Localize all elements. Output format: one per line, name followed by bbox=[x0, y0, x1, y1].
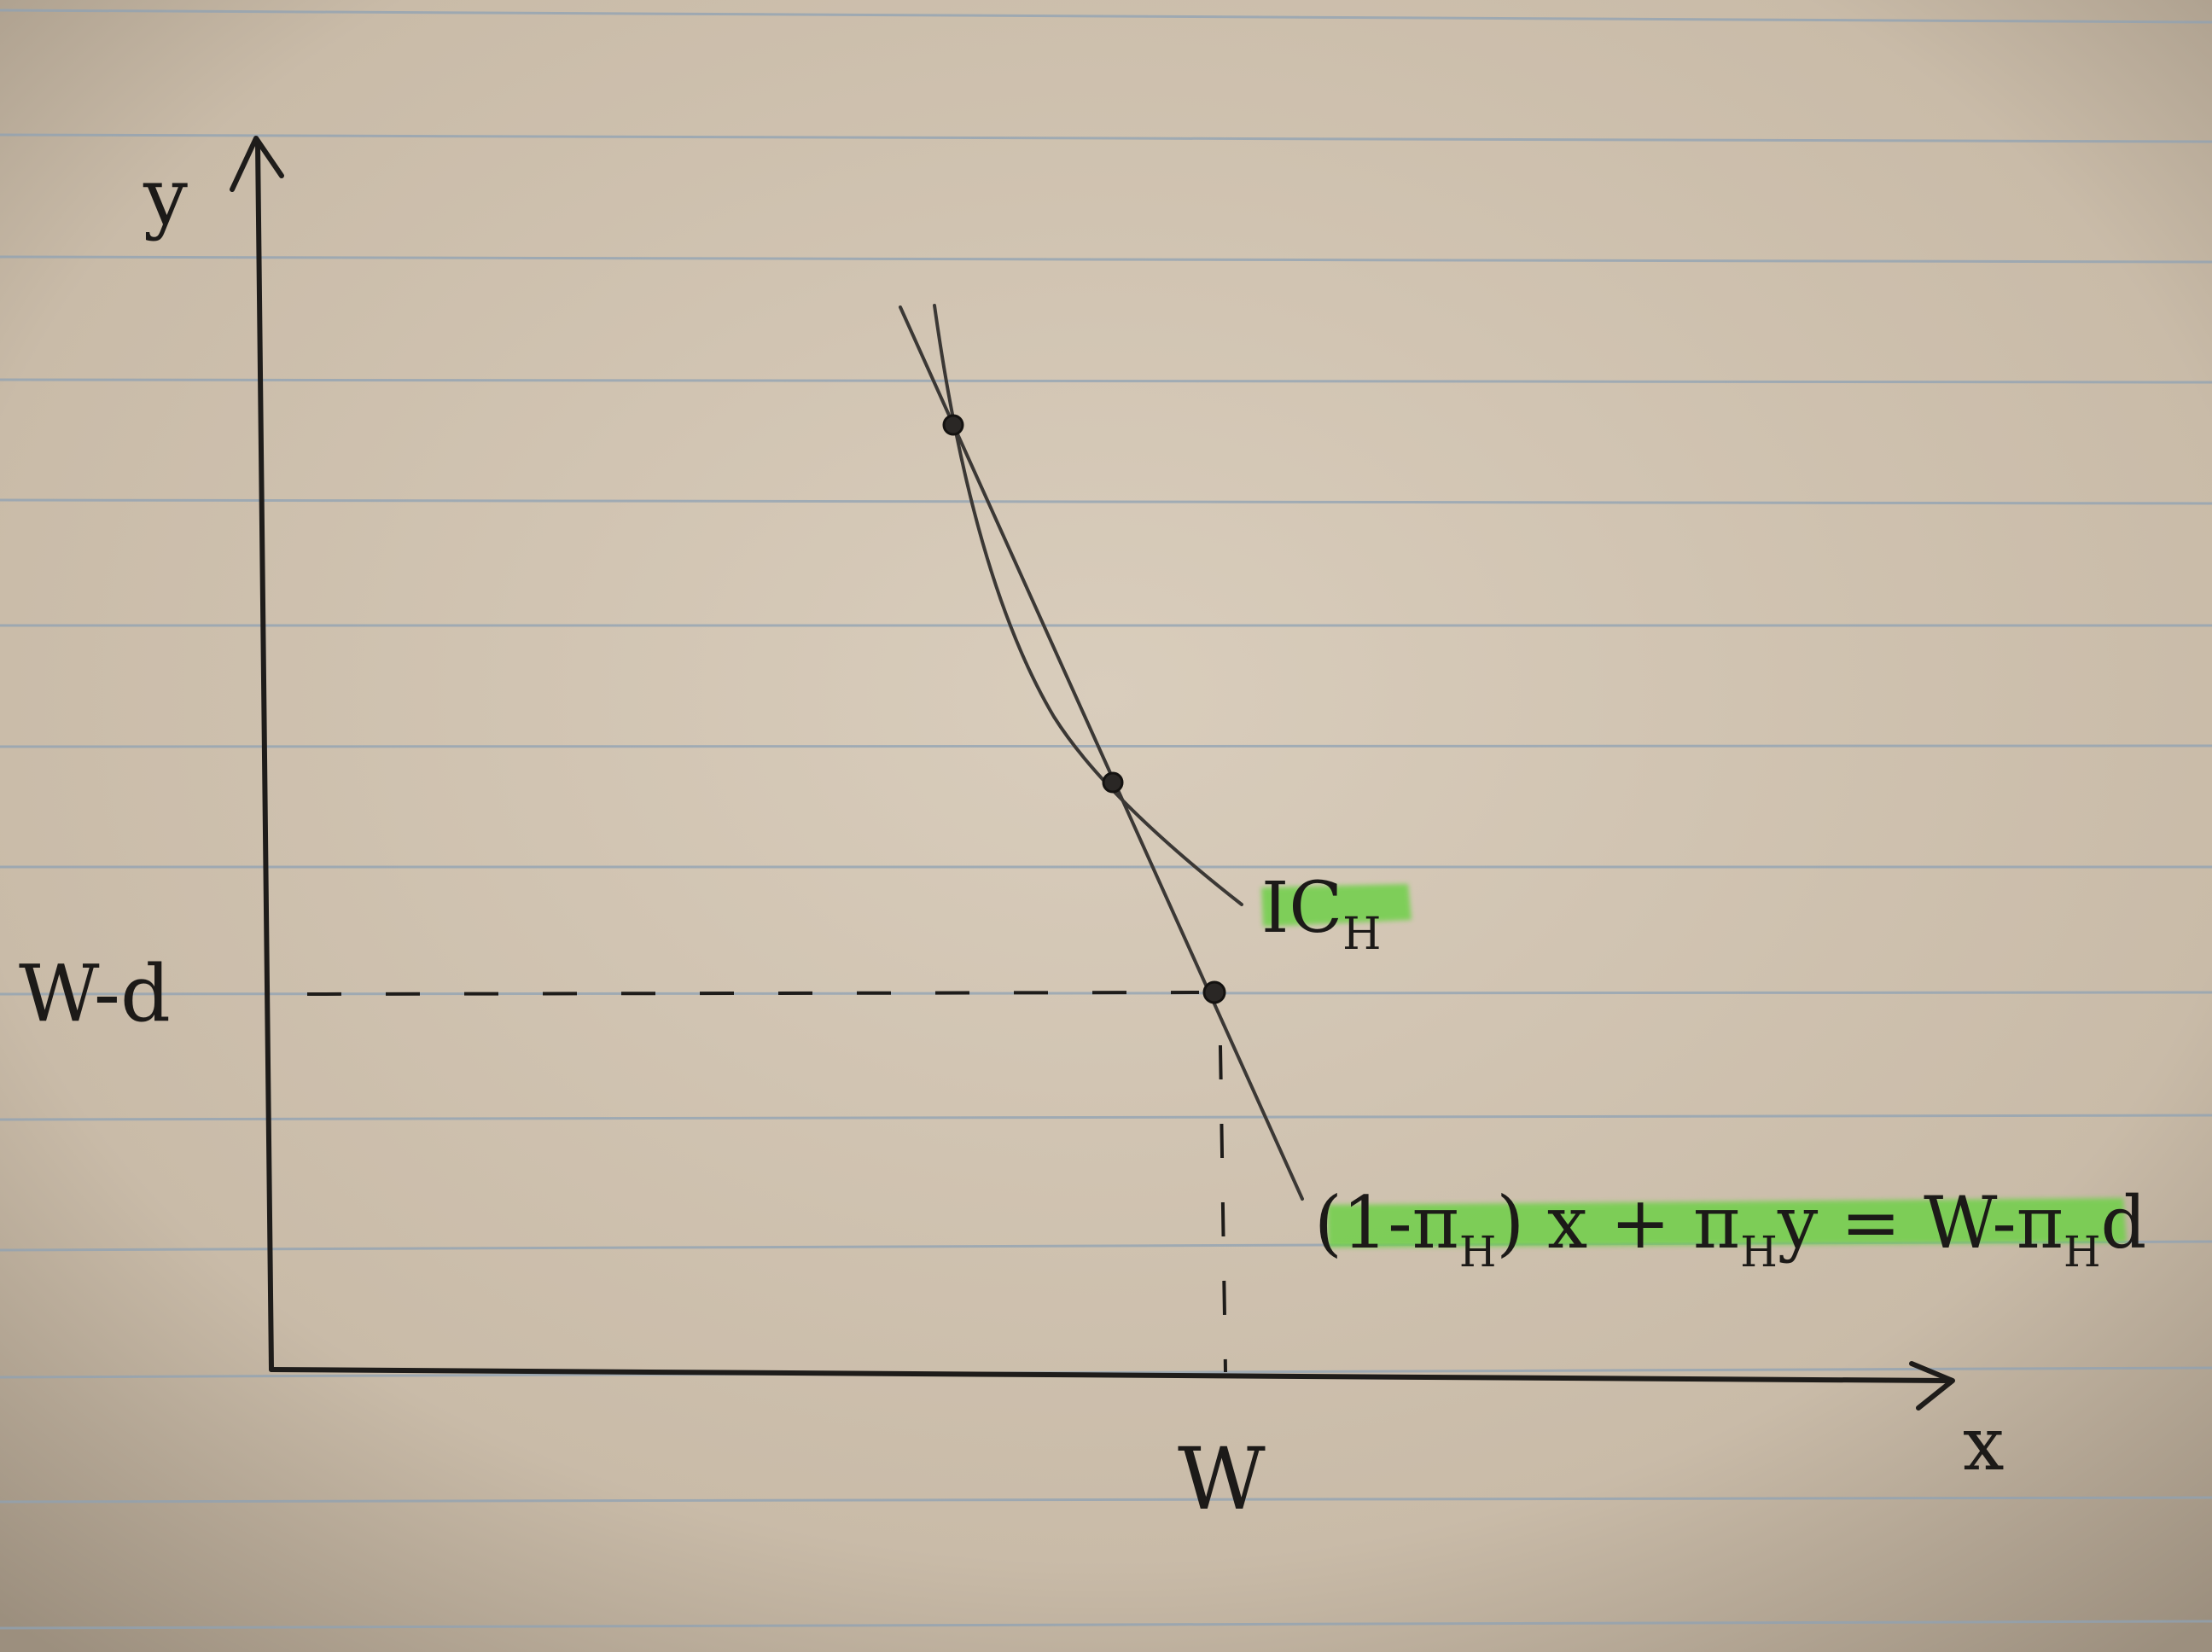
intersection-point-upper bbox=[942, 414, 964, 436]
equation-highlight bbox=[1327, 1198, 2127, 1248]
y-axis-label: y bbox=[143, 151, 188, 242]
eq-part-1: (1-π bbox=[1314, 1181, 1459, 1265]
budget-line-equation: (1-πH) x + πHy = W-πHd bbox=[1314, 1181, 2146, 1277]
eq-part-2: ) x + π bbox=[1496, 1181, 1740, 1265]
points bbox=[942, 414, 1226, 1004]
y-axis-arrowhead bbox=[230, 136, 284, 192]
ic-label-main: IC bbox=[1261, 868, 1342, 949]
eq-sub-3: H bbox=[2064, 1227, 2101, 1277]
x-axis-arrowhead bbox=[1909, 1361, 1955, 1411]
eq-sub-1: H bbox=[1459, 1227, 1497, 1277]
endowment-point bbox=[1202, 980, 1226, 1004]
ic-label-subscript: H bbox=[1342, 909, 1381, 960]
eq-part-3: y = W-π bbox=[1777, 1181, 2064, 1265]
vertical-dashed-guide bbox=[1219, 1044, 1227, 1373]
indifference-curve-label: ICH bbox=[1261, 868, 1382, 960]
curves bbox=[899, 304, 1304, 1201]
indifference-curve-ic-h bbox=[933, 304, 1243, 906]
eq-sub-2: H bbox=[1740, 1227, 1778, 1277]
x-tick-w: W bbox=[1178, 1429, 1266, 1529]
eq-part-4: d bbox=[2101, 1181, 2147, 1265]
guide-lines bbox=[306, 991, 1227, 1373]
tangency-point bbox=[1102, 771, 1124, 794]
x-axis-line bbox=[269, 1367, 1950, 1383]
ic-label-highlight bbox=[1261, 884, 1412, 927]
y-tick-w-minus-d: W-d bbox=[19, 948, 171, 1039]
highlighter-marks bbox=[1261, 884, 2127, 1248]
x-axis-label: x bbox=[1963, 1402, 2005, 1487]
budget-line bbox=[899, 305, 1304, 1201]
axes bbox=[230, 136, 1955, 1411]
ruled-lines bbox=[0, 9, 2212, 1630]
y-axis-line bbox=[255, 141, 274, 1372]
